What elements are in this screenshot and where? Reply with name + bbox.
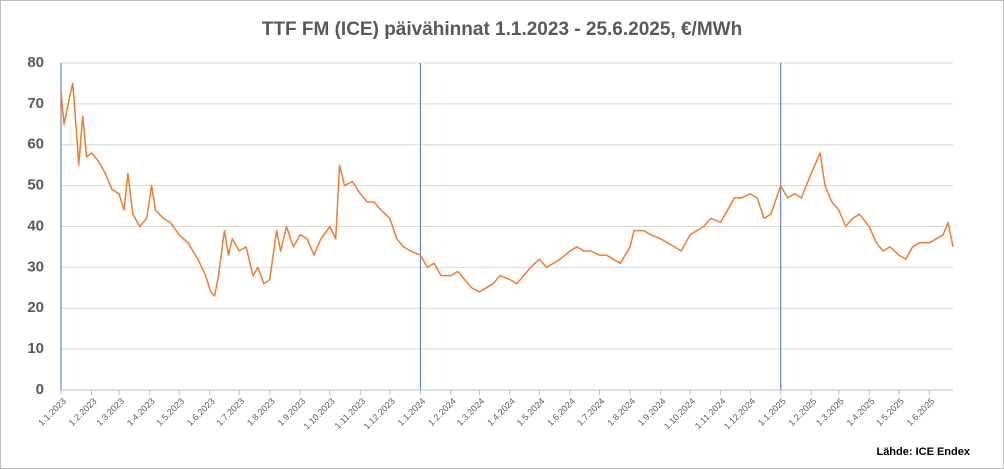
y-tick-label: 0: [36, 381, 44, 398]
source: Lähde: ICE Endex: [876, 446, 970, 458]
y-tick-label: 60: [27, 136, 44, 153]
y-tick-label: 10: [27, 340, 44, 357]
y-tick-label: 20: [27, 299, 44, 316]
y-tick-label: 80: [27, 54, 44, 71]
price-line: [60, 82, 954, 297]
chart-title: TTF FM (ICE) päivähinnat 1.1.2023 - 25.6…: [262, 19, 742, 40]
y-tick-label: 30: [27, 258, 44, 275]
y-tick-label: 40: [27, 217, 44, 234]
y-tick-label: 70: [27, 95, 44, 112]
y-tick-label: 50: [27, 177, 44, 194]
